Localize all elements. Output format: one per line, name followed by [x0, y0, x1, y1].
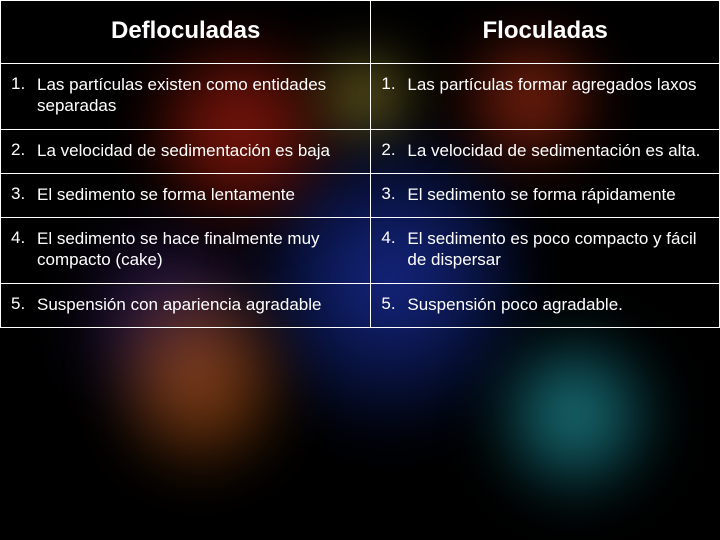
row-text: El sedimento se hace finalmente muy comp…	[35, 218, 370, 283]
row-text: La velocidad de sedimentación es alta.	[405, 130, 719, 173]
row-number: 3.	[1, 174, 35, 217]
row-number: 2.	[1, 130, 35, 173]
row-text: Suspensión poco agradable.	[405, 284, 719, 327]
row-text: El sedimento se forma rápidamente	[405, 174, 719, 217]
table-row: 2. La velocidad de sedimentación es baja…	[1, 129, 720, 173]
row-number: 1.	[371, 64, 405, 107]
row-number: 5.	[1, 284, 35, 327]
table-row: 1. Las partículas existen como entidades…	[1, 64, 720, 130]
slide-content: Defloculadas Floculadas 1. Las partícula…	[0, 0, 720, 540]
table-row: 3. El sedimento se forma lentamente 3. E…	[1, 173, 720, 217]
row-text: El sedimento es poco compacto y fácil de…	[405, 218, 719, 283]
row-text: Las partículas formar agregados laxos	[405, 64, 719, 107]
table-header-row: Defloculadas Floculadas	[1, 1, 720, 64]
row-number: 3.	[371, 174, 405, 217]
row-text: Suspensión con apariencia agradable	[35, 284, 370, 327]
row-number: 4.	[1, 218, 35, 283]
row-number: 1.	[1, 64, 35, 129]
row-number: 2.	[371, 130, 405, 173]
comparison-table: Defloculadas Floculadas 1. Las partícula…	[0, 0, 720, 328]
column-header-right: Floculadas	[371, 1, 720, 64]
row-number: 4.	[371, 218, 405, 283]
column-header-left: Defloculadas	[1, 1, 371, 64]
row-number: 5.	[371, 284, 405, 327]
row-text: El sedimento se forma lentamente	[35, 174, 370, 217]
table-row: 5. Suspensión con apariencia agradable 5…	[1, 283, 720, 327]
table-row: 4. El sedimento se hace finalmente muy c…	[1, 218, 720, 284]
row-text: Las partículas existen como entidades se…	[35, 64, 370, 129]
row-text: La velocidad de sedimentación es baja	[35, 130, 370, 173]
